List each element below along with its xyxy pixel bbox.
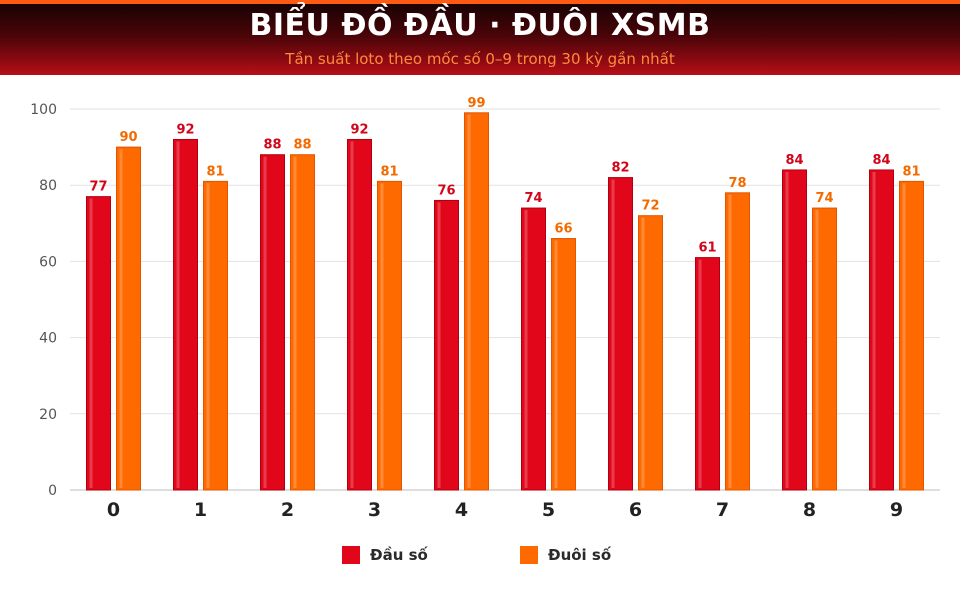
bar-highlight: [380, 183, 384, 488]
bar-dau: [695, 257, 720, 491]
bar-highlight: [89, 198, 93, 488]
bar-duoi: [899, 180, 924, 491]
bar-duoi: [464, 112, 489, 491]
bar-highlight: [350, 141, 354, 488]
x-tick-label: 6: [629, 499, 642, 521]
bar-duoi: [551, 238, 576, 491]
data-label-dau: 88: [263, 138, 281, 153]
y-tick-label: 20: [39, 407, 57, 423]
data-label-duoi: 74: [815, 191, 833, 206]
x-tick-label: 1: [194, 499, 207, 521]
bar-duoi: [638, 215, 663, 491]
data-label-duoi: 99: [467, 96, 485, 111]
x-tick-label: 3: [368, 499, 381, 521]
data-label-duoi: 78: [728, 176, 746, 191]
bar-dau: [260, 154, 285, 491]
data-label-duoi: 81: [380, 164, 398, 179]
legend-swatch-duoi: [520, 546, 538, 564]
data-label-duoi: 66: [554, 222, 572, 237]
bar-highlight: [815, 210, 819, 488]
bar-duoi: [725, 192, 750, 491]
y-tick-label: 100: [30, 102, 57, 118]
x-tick-label: 2: [281, 499, 294, 521]
data-label-dau: 61: [698, 241, 716, 256]
bar-highlight: [293, 156, 297, 488]
x-tick-label: 9: [890, 499, 903, 521]
legend-label-duoi: Đuôi số: [548, 546, 612, 564]
bar-highlight: [611, 179, 615, 488]
legend-swatch-dau: [342, 546, 360, 564]
y-tick-label: 40: [39, 331, 57, 347]
bar-highlight: [554, 240, 558, 488]
bar-highlight: [728, 194, 732, 488]
legend-item-dau: Đầu số: [342, 546, 428, 564]
bar-highlight: [524, 210, 528, 488]
bar-dau: [347, 138, 372, 491]
chart-title: BIỂU ĐỒ ĐẦU · ĐUÔI XSMB: [249, 8, 711, 43]
bar-highlight: [902, 183, 906, 488]
bar-dau: [782, 169, 807, 491]
data-label-duoi: 81: [902, 164, 920, 179]
data-label-dau: 77: [89, 180, 107, 195]
data-label-dau: 84: [872, 153, 890, 168]
legend-label-dau: Đầu số: [370, 546, 428, 564]
y-tick-label: 80: [39, 178, 57, 194]
data-label-dau: 76: [437, 183, 455, 198]
bar-highlight: [641, 217, 645, 488]
bar-highlight: [263, 156, 267, 488]
bar-duoi: [203, 180, 228, 491]
bar-highlight: [119, 149, 123, 488]
data-label-dau: 74: [524, 191, 542, 206]
bar-duoi: [290, 154, 315, 491]
bar-dau: [86, 196, 111, 491]
x-tick-label: 8: [803, 499, 816, 521]
y-tick-label: 0: [48, 483, 57, 499]
bar-highlight: [437, 202, 441, 488]
bar-highlight: [176, 141, 180, 488]
bar-duoi: [377, 180, 402, 491]
x-tick-label: 4: [455, 499, 468, 521]
data-label-duoi: 88: [293, 138, 311, 153]
chart-subtitle: Tần suất loto theo mốc số 0–9 trong 30 k…: [285, 50, 675, 68]
y-tick-label: 60: [39, 254, 57, 270]
bar-dau: [173, 138, 198, 491]
bar-highlight: [785, 171, 789, 488]
bar-dau: [434, 199, 459, 491]
data-label-dau: 92: [350, 122, 368, 137]
data-label-duoi: 81: [206, 164, 224, 179]
bar-highlight: [467, 114, 471, 488]
data-label-dau: 82: [611, 161, 629, 176]
legend-item-duoi: Đuôi số: [520, 546, 611, 564]
chart-header: BIỂU ĐỒ ĐẦU · ĐUÔI XSMB Tần suất loto th…: [0, 0, 960, 75]
x-tick-label: 5: [542, 499, 555, 521]
data-label-duoi: 90: [119, 130, 137, 145]
data-label-duoi: 72: [641, 199, 659, 214]
x-tick-label: 0: [107, 499, 120, 521]
bar-dau: [608, 177, 633, 491]
bar-duoi: [812, 207, 837, 491]
bar-highlight: [872, 171, 876, 488]
bar-duoi: [116, 146, 141, 491]
data-label-dau: 84: [785, 153, 803, 168]
x-tick-label: 7: [716, 499, 729, 521]
bar-dau: [869, 169, 894, 491]
bar-highlight: [698, 259, 702, 488]
bar-dau: [521, 207, 546, 491]
data-label-dau: 92: [176, 122, 194, 137]
chart-legend: Đầu số Đuôi số: [0, 546, 960, 568]
bar-highlight: [206, 183, 210, 488]
